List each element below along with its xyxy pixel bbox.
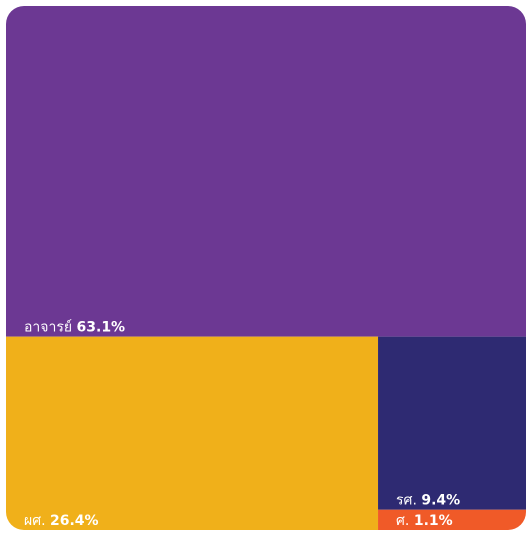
tile-2-label: รศ. 9.4% — [396, 493, 460, 509]
tile-2-rect — [378, 336, 526, 510]
tile-1-rect — [6, 336, 379, 530]
tile-1-label-name: ผศ. — [24, 513, 50, 529]
tile-3-label-name: ศ. — [396, 513, 414, 529]
tile-0-rect — [6, 6, 526, 337]
tile-2-label-value: 9.4% — [421, 493, 460, 509]
treemap-chart: อาจารย์ 63.1% ผศ. 26.4% รศ. 9.4% ศ. 1.1% — [6, 6, 526, 530]
tile-3-rect — [378, 509, 526, 530]
tile-1-label-value: 26.4% — [50, 513, 99, 529]
tile-0-label-name: อาจารย์ — [24, 319, 77, 336]
tile-0-label: อาจารย์ 63.1% — [24, 319, 125, 336]
tile-3-label: ศ. 1.1% — [396, 513, 453, 529]
tile-1-label: ผศ. 26.4% — [24, 513, 99, 529]
tile-0-label-value: 63.1% — [77, 320, 126, 336]
tile-2-label-name: รศ. — [396, 493, 421, 509]
treemap-svg: อาจารย์ 63.1% ผศ. 26.4% รศ. 9.4% ศ. 1.1% — [6, 6, 526, 530]
tile-3-label-value: 1.1% — [414, 513, 453, 529]
